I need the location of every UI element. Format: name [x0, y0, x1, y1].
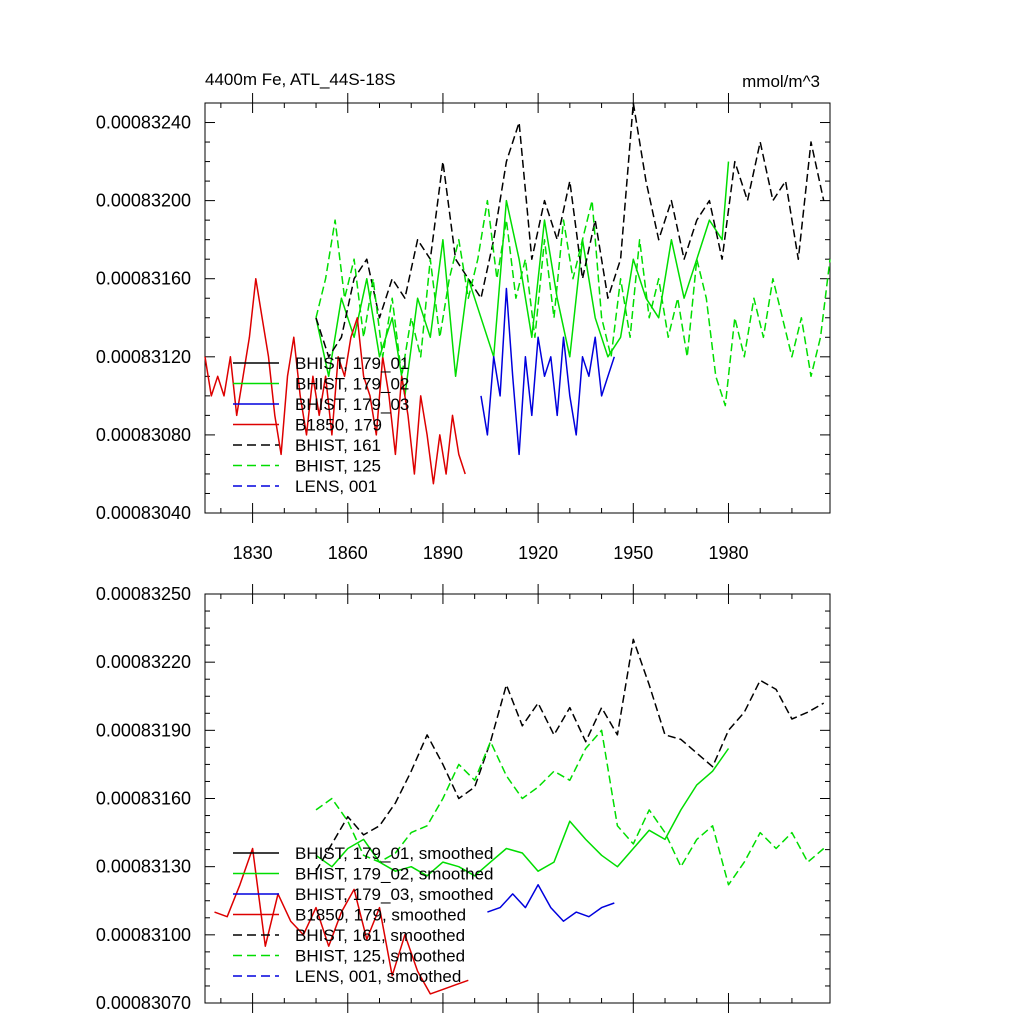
y-tick-label: 0.00083240	[96, 113, 191, 133]
y-tick-label: 0.00083080	[96, 425, 191, 445]
units-label: mmol/m^3	[742, 72, 820, 91]
x-tick-label: 1980	[708, 543, 748, 563]
y-tick-label: 0.00083220	[96, 652, 191, 672]
y-tick-label: 0.00083200	[96, 191, 191, 211]
plot-frame	[204, 102, 831, 514]
legend-entry: BHIST, 161	[295, 436, 381, 455]
x-tick-label: 1830	[233, 543, 273, 563]
x-tick-label: 1950	[613, 543, 653, 563]
legend-entry: BHIST, 125, smoothed	[295, 947, 465, 966]
legend-entry: BHIST, 125	[295, 457, 381, 476]
series-line-3	[487, 884, 615, 922]
y-tick-label: 0.00083190	[96, 720, 191, 740]
series-line-6	[315, 199, 831, 407]
legend-entry: B1850, 179	[295, 416, 382, 435]
series-line-2	[315, 748, 730, 877]
series-line-6	[315, 729, 825, 886]
series-line-3	[480, 287, 616, 456]
y-tick-label: 0.00083100	[96, 925, 191, 945]
y-tick-label: 0.00083120	[96, 347, 191, 367]
series-line-2	[315, 161, 730, 397]
chart-panel-2: 0.00083070 0.00083100 0.00083130 0.00083160…	[96, 584, 831, 1013]
legend-entry: BHIST, 179_02	[295, 375, 409, 394]
series-line-5	[315, 638, 825, 872]
y-tick-label: 0.00083070	[96, 993, 191, 1013]
series-line-4	[204, 277, 466, 485]
legend-entry: B1850, 179, smoothed	[295, 906, 466, 925]
series-line-5	[315, 102, 825, 358]
legend-entry: BHIST, 179_03	[295, 395, 409, 414]
legend-entry: LENS, 001, smoothed	[295, 967, 461, 986]
legend-entry: BHIST, 179_02, smoothed	[295, 865, 493, 884]
legend-entry: BHIST, 161, smoothed	[295, 926, 465, 945]
chart-title: 4400m Fe, ATL_44S-18S	[205, 70, 396, 89]
y-tick-label: 0.00083160	[96, 789, 191, 809]
x-tick-label: 1920	[518, 543, 558, 563]
legend-entry: BHIST, 179_01, smoothed	[295, 844, 493, 863]
y-tick-label: 0.00083130	[96, 857, 191, 877]
legend-entry: BHIST, 179_01	[295, 354, 409, 373]
x-tick-label: 1860	[328, 543, 368, 563]
y-tick-label: 0.00083250	[96, 584, 191, 604]
y-tick-label: 0.00083040	[96, 503, 191, 523]
legend-entry: LENS, 001	[295, 477, 377, 496]
x-tick-label: 1890	[423, 543, 463, 563]
y-tick-label: 0.00083160	[96, 269, 191, 289]
series-line-4	[214, 847, 469, 995]
chart-panel-1: 0.00083040 0.00083080 0.00083120 0.00083160…	[96, 70, 831, 563]
legend-entry: BHIST, 179_03, smoothed	[295, 885, 493, 904]
